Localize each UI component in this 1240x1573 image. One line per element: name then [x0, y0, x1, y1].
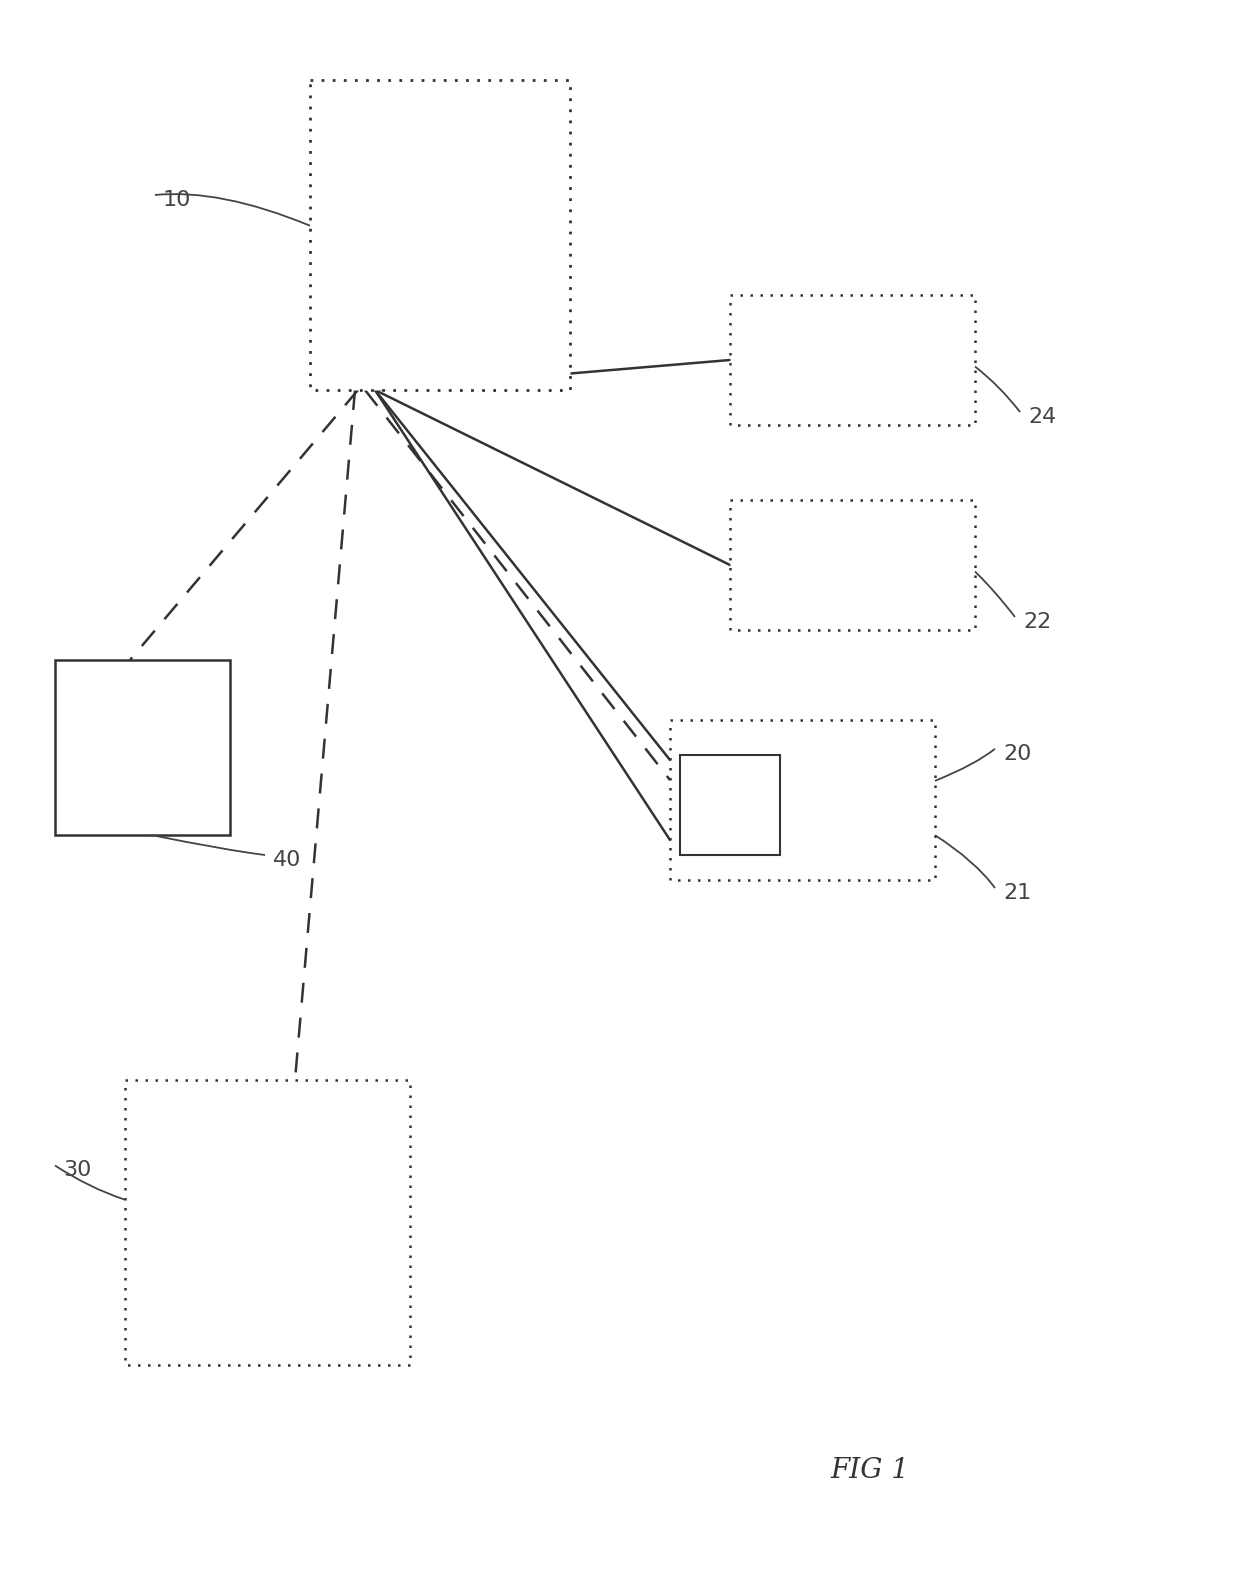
Text: 21: 21	[1003, 882, 1032, 903]
Bar	[730, 500, 975, 631]
Bar	[55, 661, 229, 835]
Text: 20: 20	[1003, 744, 1032, 764]
Bar	[125, 1081, 410, 1365]
Bar	[730, 296, 975, 425]
Text: 24: 24	[1028, 407, 1056, 426]
Text: FIG 1: FIG 1	[831, 1457, 909, 1483]
Bar	[310, 80, 570, 390]
Text: 10: 10	[162, 190, 191, 211]
Bar	[680, 755, 780, 856]
Text: 22: 22	[1023, 612, 1052, 632]
Bar	[670, 720, 935, 879]
Text: 40: 40	[273, 849, 301, 870]
Text: 30: 30	[63, 1161, 92, 1180]
